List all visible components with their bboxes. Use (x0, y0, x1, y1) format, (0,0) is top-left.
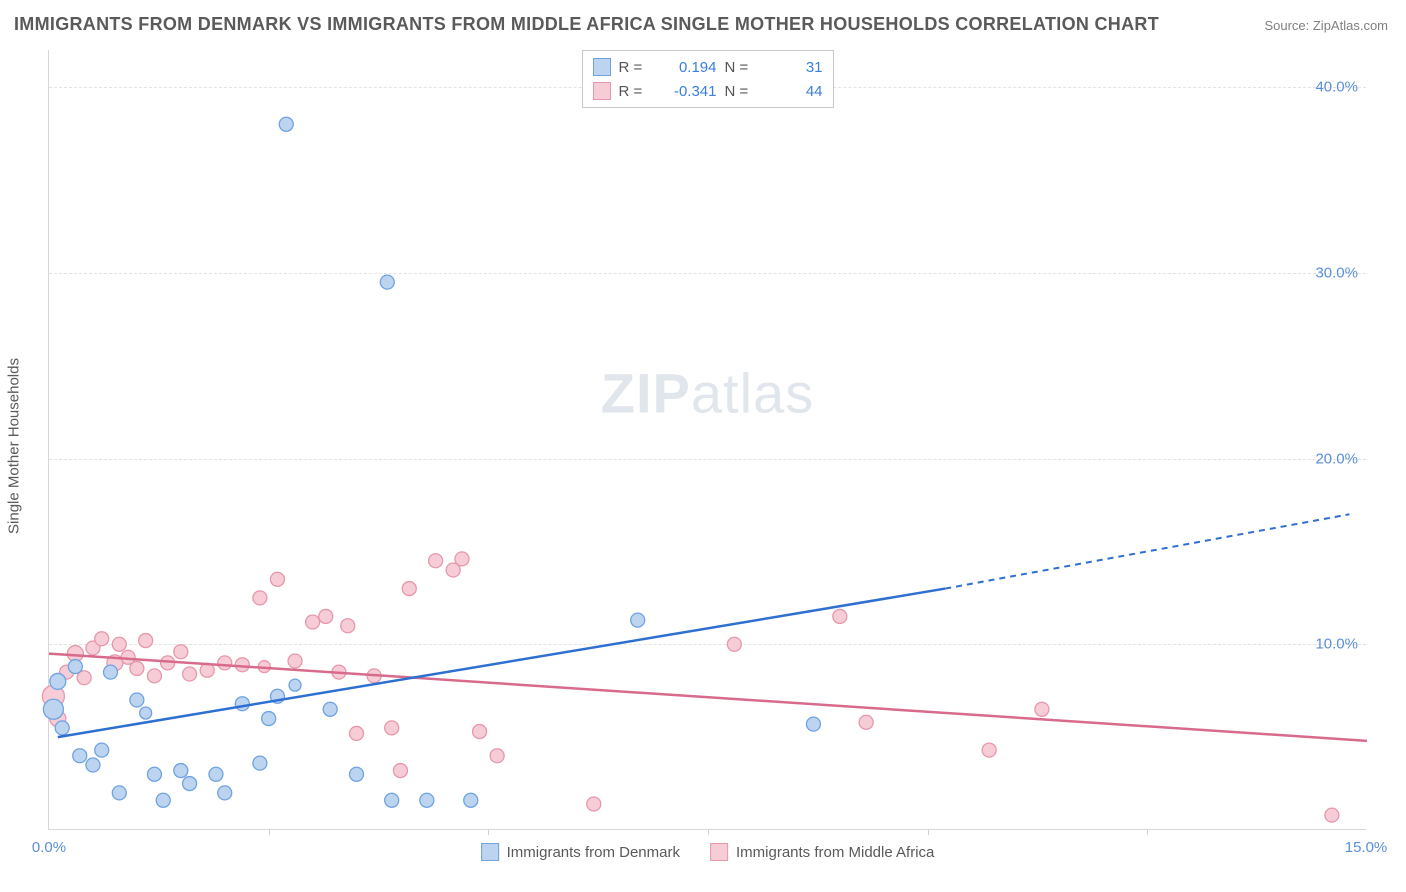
n-value-a: 31 (763, 59, 823, 76)
x-minor-tick (488, 829, 489, 835)
series-legend: Immigrants from Denmark Immigrants from … (481, 843, 935, 861)
legend-label-a: Immigrants from Denmark (507, 844, 680, 861)
data-point (385, 793, 399, 807)
data-point (140, 707, 152, 719)
data-point (130, 661, 144, 675)
trend-line-b (49, 654, 1367, 741)
data-point (235, 658, 249, 672)
data-point (253, 756, 267, 770)
r-value-a: 0.194 (657, 59, 717, 76)
data-point (288, 654, 302, 668)
data-point (174, 764, 188, 778)
plot-area: 10.0%20.0%30.0%40.0% ZIPatlas R = 0.194 … (48, 50, 1366, 830)
data-point (112, 637, 126, 651)
data-point (174, 645, 188, 659)
x-minor-tick (928, 829, 929, 835)
data-point (55, 721, 69, 735)
r-value-b: -0.341 (657, 83, 717, 100)
data-point (490, 749, 504, 763)
data-point (95, 632, 109, 646)
trend-line-a-extrap (945, 514, 1349, 588)
data-point (218, 786, 232, 800)
data-point (139, 634, 153, 648)
data-point (73, 749, 87, 763)
legend-swatch-b (710, 843, 728, 861)
data-point (473, 725, 487, 739)
x-tick-label-right: 15.0% (1345, 839, 1388, 856)
data-point (402, 582, 416, 596)
data-point (631, 613, 645, 627)
data-point (270, 572, 284, 586)
stats-row-a: R = 0.194 N = 31 (593, 55, 823, 79)
swatch-a (593, 58, 611, 76)
x-minor-tick (708, 829, 709, 835)
data-point (279, 117, 293, 131)
data-point (833, 609, 847, 623)
data-point (43, 699, 63, 719)
data-point (350, 726, 364, 740)
data-point (235, 697, 249, 711)
data-point (104, 665, 118, 679)
data-point (50, 673, 66, 689)
x-minor-tick (269, 829, 270, 835)
data-point (385, 721, 399, 735)
data-point (380, 275, 394, 289)
data-point (156, 793, 170, 807)
scatter-svg (49, 50, 1366, 829)
data-point (95, 743, 109, 757)
data-point (393, 764, 407, 778)
n-value-b: 44 (763, 83, 823, 100)
data-point (262, 712, 276, 726)
y-axis-title: Single Mother Households (6, 358, 23, 534)
data-point (982, 743, 996, 757)
data-point (218, 656, 232, 670)
data-point (183, 777, 197, 791)
x-tick-label-left: 0.0% (32, 839, 66, 856)
data-point (147, 767, 161, 781)
data-point (1325, 808, 1339, 822)
swatch-b (593, 82, 611, 100)
stats-row-b: R = -0.341 N = 44 (593, 79, 823, 103)
stats-legend: R = 0.194 N = 31 R = -0.341 N = 44 (582, 50, 834, 108)
data-point (1035, 702, 1049, 716)
legend-item-a: Immigrants from Denmark (481, 843, 680, 861)
data-point (859, 715, 873, 729)
data-point (289, 679, 301, 691)
data-point (112, 786, 126, 800)
data-point (183, 667, 197, 681)
legend-item-b: Immigrants from Middle Africa (710, 843, 934, 861)
data-point (130, 693, 144, 707)
data-point (350, 767, 364, 781)
legend-swatch-a (481, 843, 499, 861)
data-point (455, 552, 469, 566)
r-label-b: R = (619, 83, 649, 100)
data-point (209, 767, 223, 781)
chart-title: IMMIGRANTS FROM DENMARK VS IMMIGRANTS FR… (14, 14, 1159, 35)
n-label-b: N = (725, 83, 755, 100)
data-point (86, 758, 100, 772)
r-label-a: R = (619, 59, 649, 76)
data-point (806, 717, 820, 731)
data-point (341, 619, 355, 633)
legend-label-b: Immigrants from Middle Africa (736, 844, 934, 861)
data-point (727, 637, 741, 651)
data-point (429, 554, 443, 568)
data-point (323, 702, 337, 716)
data-point (306, 615, 320, 629)
x-minor-tick (1147, 829, 1148, 835)
data-point (68, 660, 82, 674)
data-point (464, 793, 478, 807)
data-point (420, 793, 434, 807)
data-point (253, 591, 267, 605)
data-point (587, 797, 601, 811)
n-label-a: N = (725, 59, 755, 76)
data-point (319, 609, 333, 623)
data-point (147, 669, 161, 683)
source-attribution: Source: ZipAtlas.com (1264, 18, 1388, 33)
